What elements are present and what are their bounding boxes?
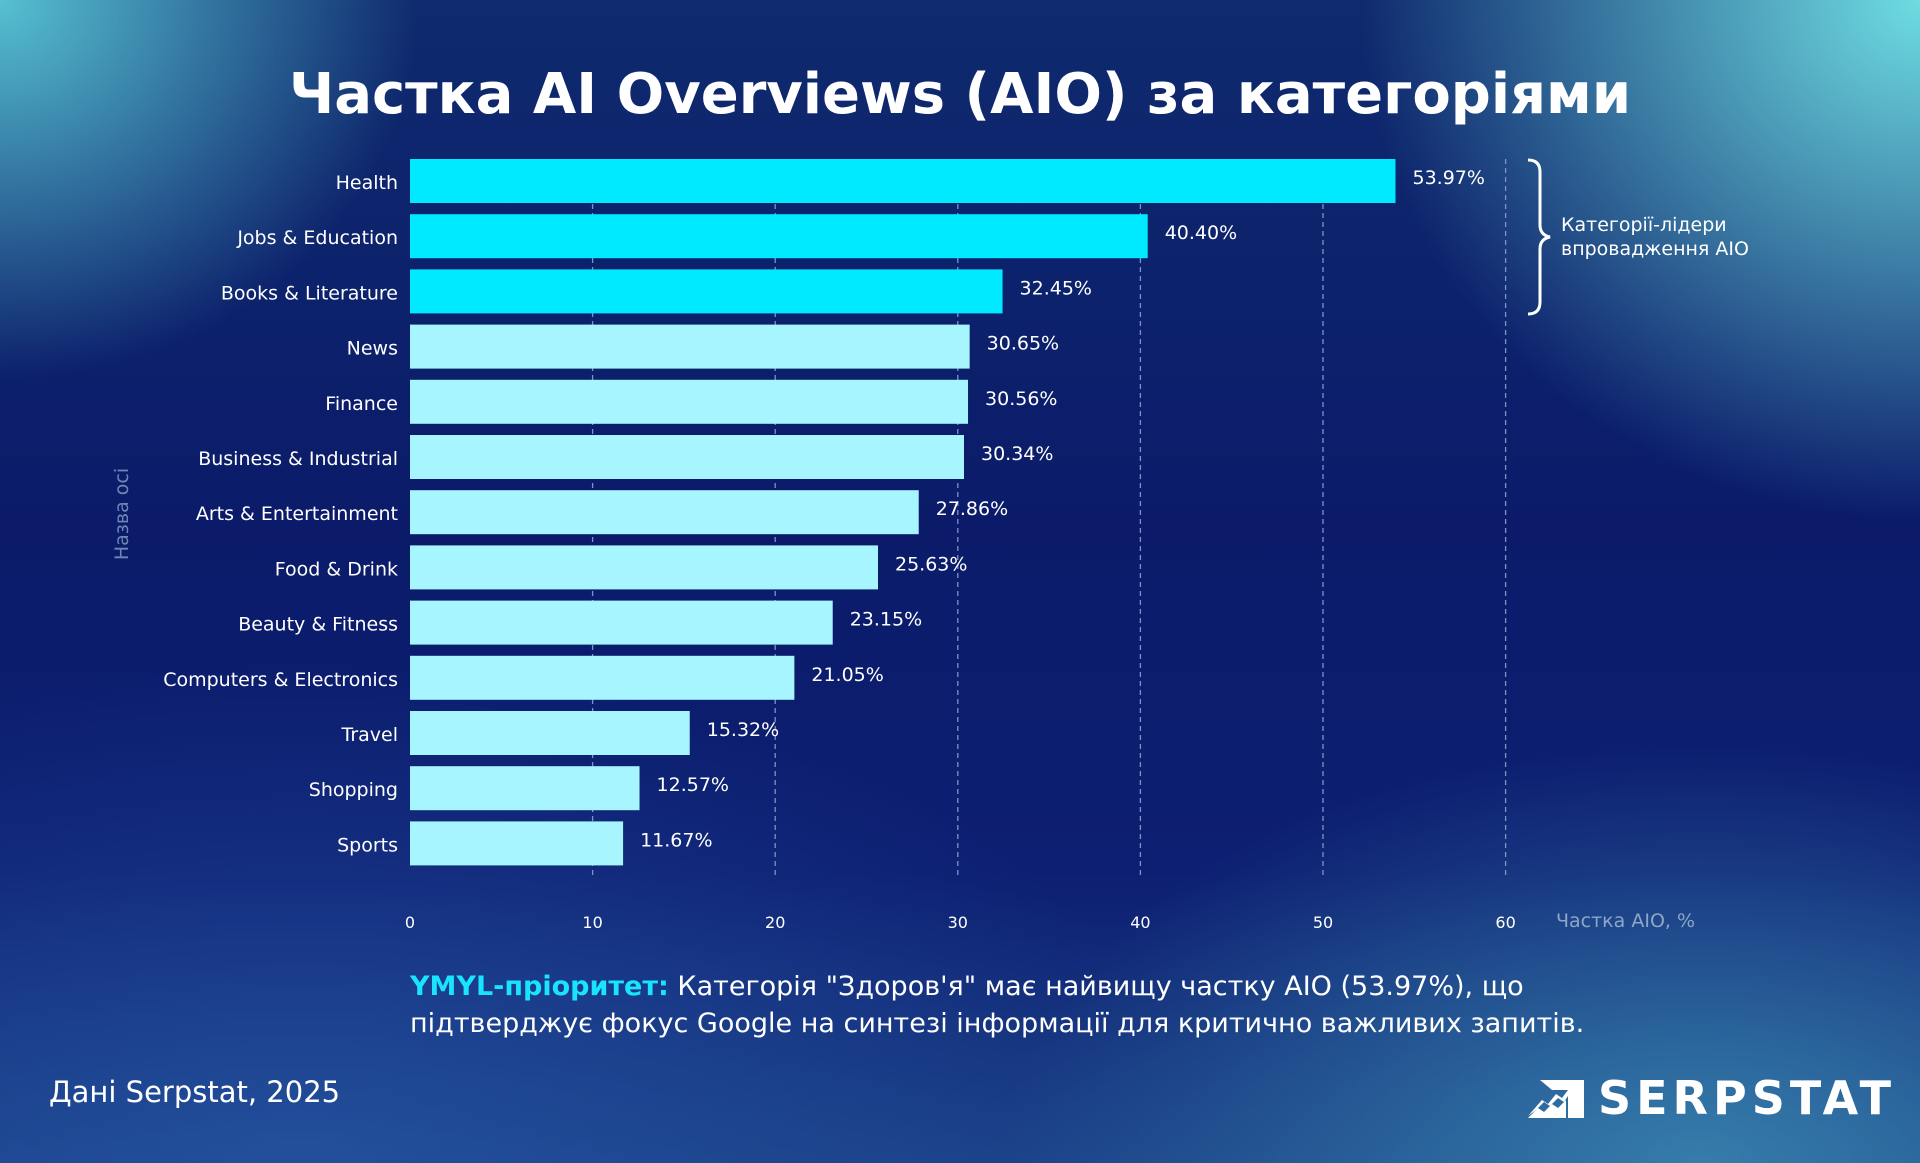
bar	[410, 214, 1148, 259]
category-label: Business & Industrial	[198, 448, 398, 470]
x-tick-label: 20	[765, 913, 785, 932]
bar	[410, 821, 624, 866]
value-label: 30.34%	[981, 443, 1053, 465]
value-label: 15.32%	[707, 719, 779, 741]
bar	[410, 269, 1003, 314]
category-label: Computers & Electronics	[163, 669, 398, 691]
note-text: Категорія "Здоров'я" має найвищу частку …	[668, 971, 1524, 1002]
value-label: 30.56%	[985, 388, 1057, 410]
annotation-line-1: Категорії-лідери	[1561, 214, 1727, 236]
bar	[410, 545, 879, 590]
value-label: 23.15%	[850, 609, 922, 631]
x-tick-label: 10	[582, 913, 602, 932]
value-label: 53.97%	[1412, 167, 1484, 189]
category-label: Health	[336, 172, 398, 194]
value-label: 40.40%	[1165, 222, 1237, 244]
value-label: 21.05%	[811, 664, 883, 686]
category-label: News	[347, 338, 398, 360]
serpstat-logo: SERPSTAT	[1528, 1071, 1896, 1125]
category-label: Sports	[337, 834, 398, 856]
source-text: Дані Serpstat, 2025	[49, 1075, 341, 1109]
x-tick-label: 30	[948, 913, 968, 932]
y-axis-label: Назва осі	[111, 467, 133, 561]
bar	[410, 159, 1396, 203]
bar	[410, 766, 640, 811]
logo-text: SERPSTAT	[1598, 1071, 1897, 1125]
insight-note: YMYL-пріоритет: Категорія "Здоров'я" має…	[410, 968, 1584, 1042]
x-tick-label: 50	[1313, 913, 1333, 932]
x-tick-label: 40	[1130, 913, 1150, 932]
value-label: 11.67%	[640, 829, 712, 851]
category-label: Food & Drink	[275, 558, 398, 580]
bar	[410, 435, 965, 479]
serpstat-logo-icon	[1528, 1080, 1584, 1118]
x-tick-label: 0	[405, 913, 415, 932]
category-label: Finance	[325, 393, 398, 415]
bar	[410, 379, 969, 424]
value-label: 27.86%	[936, 498, 1008, 520]
note-text-line2: підтверджує фокус Google на синтезі інфо…	[410, 1008, 1585, 1039]
category-label: Beauty & Fitness	[238, 614, 398, 636]
value-label: 32.45%	[1020, 277, 1092, 299]
x-tick-label: 60	[1495, 913, 1515, 932]
leaders-annotation: Категорії-лідери впровадження AIO	[1561, 213, 1749, 261]
brace-icon	[1527, 158, 1551, 316]
bar	[410, 655, 795, 700]
category-label: Books & Literature	[221, 282, 398, 304]
category-label: Travel	[341, 724, 398, 746]
category-label: Shopping	[309, 779, 398, 801]
bar	[410, 711, 690, 755]
value-label: 25.63%	[895, 553, 967, 575]
value-label: 12.57%	[657, 774, 729, 796]
chart-title: Частка AI Overviews (AIO) за категоріями	[288, 62, 1632, 127]
note-highlight: YMYL-пріоритет:	[410, 971, 669, 1002]
bar	[410, 600, 833, 645]
bar-chart: 0 10 20 30 40 50 60 Health 53.97% Jobs & Educatio…	[163, 158, 1551, 932]
bar	[410, 324, 970, 369]
value-label: 30.65%	[987, 333, 1059, 355]
category-label: Jobs & Education	[236, 227, 398, 249]
annotation-line-2: впровадження AIO	[1561, 238, 1749, 260]
bar	[410, 490, 919, 535]
category-label: Arts & Entertainment	[196, 503, 398, 525]
x-axis-label: Частка AIO, %	[1556, 910, 1696, 932]
